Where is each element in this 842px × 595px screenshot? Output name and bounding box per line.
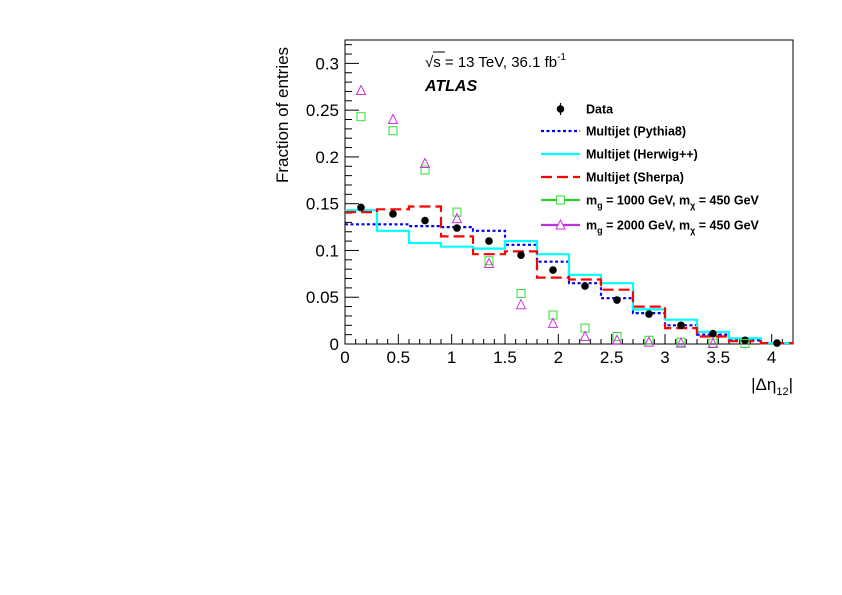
x-tick-label: 3	[660, 348, 669, 367]
x-tick-label: 1	[447, 348, 456, 367]
signal-square-point	[356, 112, 366, 122]
lumi-exponent: -1	[557, 52, 566, 63]
y-tick-label: 0.15	[306, 195, 339, 214]
y-tick-label: 0	[330, 335, 339, 354]
x-tick-label: 2	[554, 348, 563, 367]
data-point	[517, 251, 525, 259]
sqrt-s-label: √s	[425, 54, 441, 71]
signal-triangle-point	[579, 330, 591, 342]
x-axis-title-main: |Δη	[751, 375, 776, 394]
legend-label: Multijet (Sherpa)	[586, 171, 684, 185]
signal-square-point	[452, 207, 462, 217]
data-point	[613, 296, 621, 304]
data-point	[741, 336, 749, 345]
signal-square-point	[388, 126, 398, 136]
signal-triangle-point	[611, 334, 623, 345]
data-point	[485, 237, 493, 245]
legend-label-sub: g	[597, 201, 603, 211]
signal-triangle-point	[707, 337, 719, 349]
legend-label: Multijet (Pythia8)	[586, 125, 686, 139]
x-tick-label: 2.5	[600, 348, 624, 367]
legend-entry-4: mg = 1000 GeV, mχ = 450 GeV	[541, 194, 760, 211]
y-axis-title: Fraction of entries	[273, 47, 292, 183]
x-tick-label: 0	[340, 348, 349, 367]
data-point	[581, 282, 589, 290]
legend-label-part: = 450 GeV	[695, 219, 759, 233]
data-point	[421, 216, 429, 225]
series-step-line	[345, 223, 793, 345]
signal-triangle-point	[451, 212, 463, 224]
data-point	[357, 203, 365, 212]
signal-square-point	[676, 337, 686, 347]
legend: Data Multijet (Pythia8) Multijet (Herwig++…	[541, 103, 760, 236]
series-layer	[345, 84, 793, 349]
x-axis-title: |Δη12|	[751, 375, 793, 398]
x-tick-label: 1.5	[493, 348, 517, 367]
signal-triangle-point	[643, 336, 655, 347]
signal-triangle-point	[419, 157, 431, 168]
series-points-0	[357, 203, 781, 347]
y-tick-label: 0.2	[315, 148, 339, 167]
legend-label-sub: χ	[690, 226, 696, 236]
legend-label-part: = 2000 GeV, m	[603, 219, 690, 233]
legend-label-sub: χ	[690, 201, 696, 211]
series-step-line	[345, 205, 793, 345]
legend-marker	[556, 105, 565, 113]
legend-label-part: m	[586, 219, 597, 233]
signal-square-point	[740, 339, 750, 349]
data-point	[549, 266, 557, 274]
legend-label: mg = 1000 GeV, mχ = 450 GeV	[586, 194, 760, 211]
legend-entry-1: Multijet (Pythia8)	[541, 125, 686, 139]
svg-text:√s = 13 TeV, 36.1 fb-1: √s = 13 TeV, 36.1 fb-1	[425, 52, 566, 71]
data-point	[389, 210, 397, 218]
series-3	[345, 205, 793, 345]
legend-label-sub: g	[597, 226, 603, 236]
y-tick-label: 0.25	[306, 101, 339, 120]
series-1	[345, 223, 793, 345]
data-point	[709, 329, 717, 338]
x-tick-label: 3.5	[707, 348, 731, 367]
signal-triangle-point	[515, 298, 527, 310]
legend-label: Data	[586, 103, 614, 117]
signal-square-point	[420, 165, 430, 175]
x-tick-label: 0.5	[387, 348, 411, 367]
legend-entry-3: Multijet (Sherpa)	[541, 171, 684, 185]
data-point	[453, 224, 461, 232]
series-points-5	[355, 84, 719, 349]
atlas-label: ATLAS	[424, 78, 477, 95]
energy-lumi-label: = 13 TeV, 36.1 fb	[441, 54, 557, 71]
x-axis-title-end: |	[789, 375, 793, 394]
y-tick-label: 0.3	[315, 54, 339, 73]
legend-label: mg = 2000 GeV, mχ = 450 GeV	[586, 219, 760, 236]
data-point	[677, 321, 685, 330]
y-axis-ticks: 0 0.05 0.1 0.15 0.2 0.25 0.3	[306, 44, 359, 354]
data-point	[645, 310, 653, 318]
x-axis-title-sub: 12	[776, 386, 788, 398]
data-point	[773, 339, 781, 347]
signal-triangle-point	[387, 113, 399, 125]
signal-square-point	[516, 288, 526, 298]
signal-triangle-point	[675, 336, 687, 348]
y-tick-label: 0.1	[315, 241, 339, 260]
y-tick-label: 0.05	[306, 288, 339, 307]
legend-marker	[556, 195, 565, 205]
legend-marker	[555, 218, 566, 230]
x-axis-ticks: 0 0.5 1 1.5 2 2.5 3 3.5 4	[340, 334, 794, 367]
energy-annotation: √s = 13 TeV, 36.1 fb-1	[425, 51, 566, 71]
signal-triangle-point	[547, 317, 559, 328]
legend-label: Multijet (Herwig++)	[586, 148, 698, 162]
signal-square-point	[484, 256, 494, 266]
legend-entry-2: Multijet (Herwig++)	[541, 148, 698, 162]
signal-triangle-point	[483, 257, 495, 269]
legend-label-part: = 1000 GeV, m	[603, 194, 690, 208]
x-tick-label: 4	[767, 348, 776, 367]
legend-label-part: m	[586, 194, 597, 208]
signal-square-point	[612, 332, 622, 342]
plot-frame	[344, 39, 794, 345]
legend-label-part: = 450 GeV	[695, 194, 759, 208]
signal-triangle-point	[355, 84, 367, 96]
legend-entry-5: mg = 2000 GeV, mχ = 450 GeV	[541, 219, 760, 236]
legend-entry-0: Data	[556, 103, 614, 117]
